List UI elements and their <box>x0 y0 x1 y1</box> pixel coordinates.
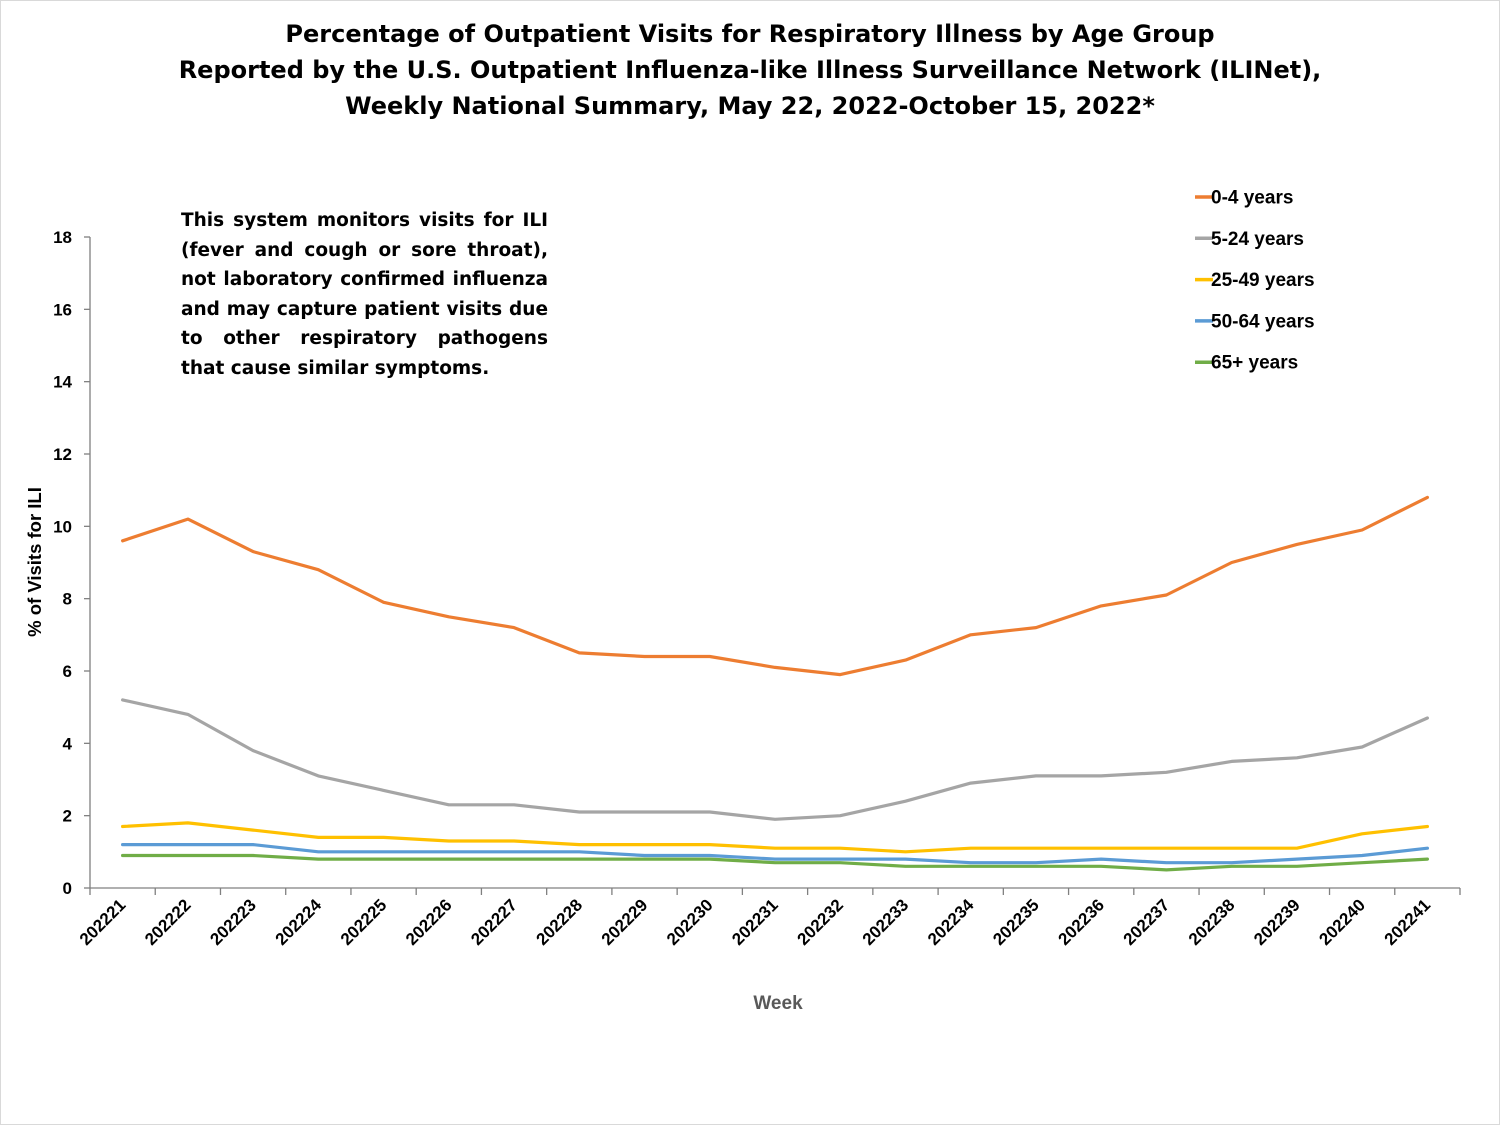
y-tick-label: 16 <box>53 300 72 319</box>
series-line-0 <box>120 495 1430 677</box>
x-tick-label: 202232 <box>794 895 848 949</box>
x-tick-label: 202229 <box>598 895 652 949</box>
title-line-1: Percentage of Outpatient Visits for Resp… <box>285 20 1215 48</box>
x-axis-label: Week <box>753 993 803 1014</box>
x-tick-label: 202241 <box>1381 895 1435 949</box>
x-tick-label: 202221 <box>76 895 130 949</box>
y-tick-label: 6 <box>63 662 72 681</box>
x-tick-label: 202226 <box>402 895 456 949</box>
x-tick-label: 202240 <box>1315 895 1369 949</box>
x-tick-label: 202236 <box>1054 895 1108 949</box>
x-tick-label: 202237 <box>1120 895 1174 949</box>
series-layer <box>120 495 1430 872</box>
x-tick-label: 202224 <box>272 895 326 949</box>
x-tick-label: 202225 <box>337 895 391 949</box>
legend-item: 65+ years <box>1195 353 1298 374</box>
legend-label: 50-64 years <box>1211 311 1315 332</box>
series-line-4 <box>120 853 1430 872</box>
x-tick-label: 202234 <box>924 895 978 949</box>
legend-label: 65+ years <box>1211 353 1298 374</box>
y-tick-label: 14 <box>53 373 72 392</box>
y-tick-label: 12 <box>53 445 72 464</box>
x-tick-label: 202231 <box>728 895 782 949</box>
y-axis-label: % of Visits for ILI <box>24 487 45 637</box>
y-tick-label: 10 <box>53 517 72 536</box>
x-tick-label: 202235 <box>989 895 1043 949</box>
x-tick-label: 202239 <box>1250 895 1304 949</box>
legend: 0-4 years 5-24 years 25-49 years 50-64 year… <box>1195 188 1315 374</box>
legend-label: 5-24 years <box>1211 229 1304 250</box>
legend-item: 0-4 years <box>1195 188 1293 209</box>
x-tick-label: 202228 <box>533 895 587 949</box>
x-tick-label: 202233 <box>859 895 913 949</box>
y-tick-label: 4 <box>63 734 73 753</box>
x-tick-label: 202227 <box>467 895 521 949</box>
title-line-3: Weekly National Summary, May 22, 2022-Oc… <box>345 92 1155 120</box>
x-tick-label: 202222 <box>141 895 195 949</box>
y-tick-label: 2 <box>63 807 72 826</box>
y-tick-label: 0 <box>63 879 72 898</box>
legend-item: 25-49 years <box>1195 270 1315 291</box>
y-tick-label: 18 <box>53 228 72 247</box>
x-tick-label: 202230 <box>663 895 717 949</box>
legend-label: 25-49 years <box>1211 270 1315 291</box>
title-line-2: Reported by the U.S. Outpatient Influenz… <box>178 56 1322 84</box>
chart-title: Percentage of Outpatient Visits for Resp… <box>0 16 1500 124</box>
x-tick-label: 202238 <box>1185 895 1239 949</box>
series-line-2 <box>120 821 1430 854</box>
x-tick-label: 202223 <box>206 895 260 949</box>
legend-label: 0-4 years <box>1211 188 1293 209</box>
series-line-1 <box>120 698 1430 821</box>
series-line-3 <box>120 842 1430 865</box>
legend-item: 5-24 years <box>1195 229 1304 250</box>
legend-item: 50-64 years <box>1195 311 1315 332</box>
surveillance-note: This system monitors visits for ILI (fev… <box>181 210 548 379</box>
y-tick-label: 8 <box>63 590 72 609</box>
